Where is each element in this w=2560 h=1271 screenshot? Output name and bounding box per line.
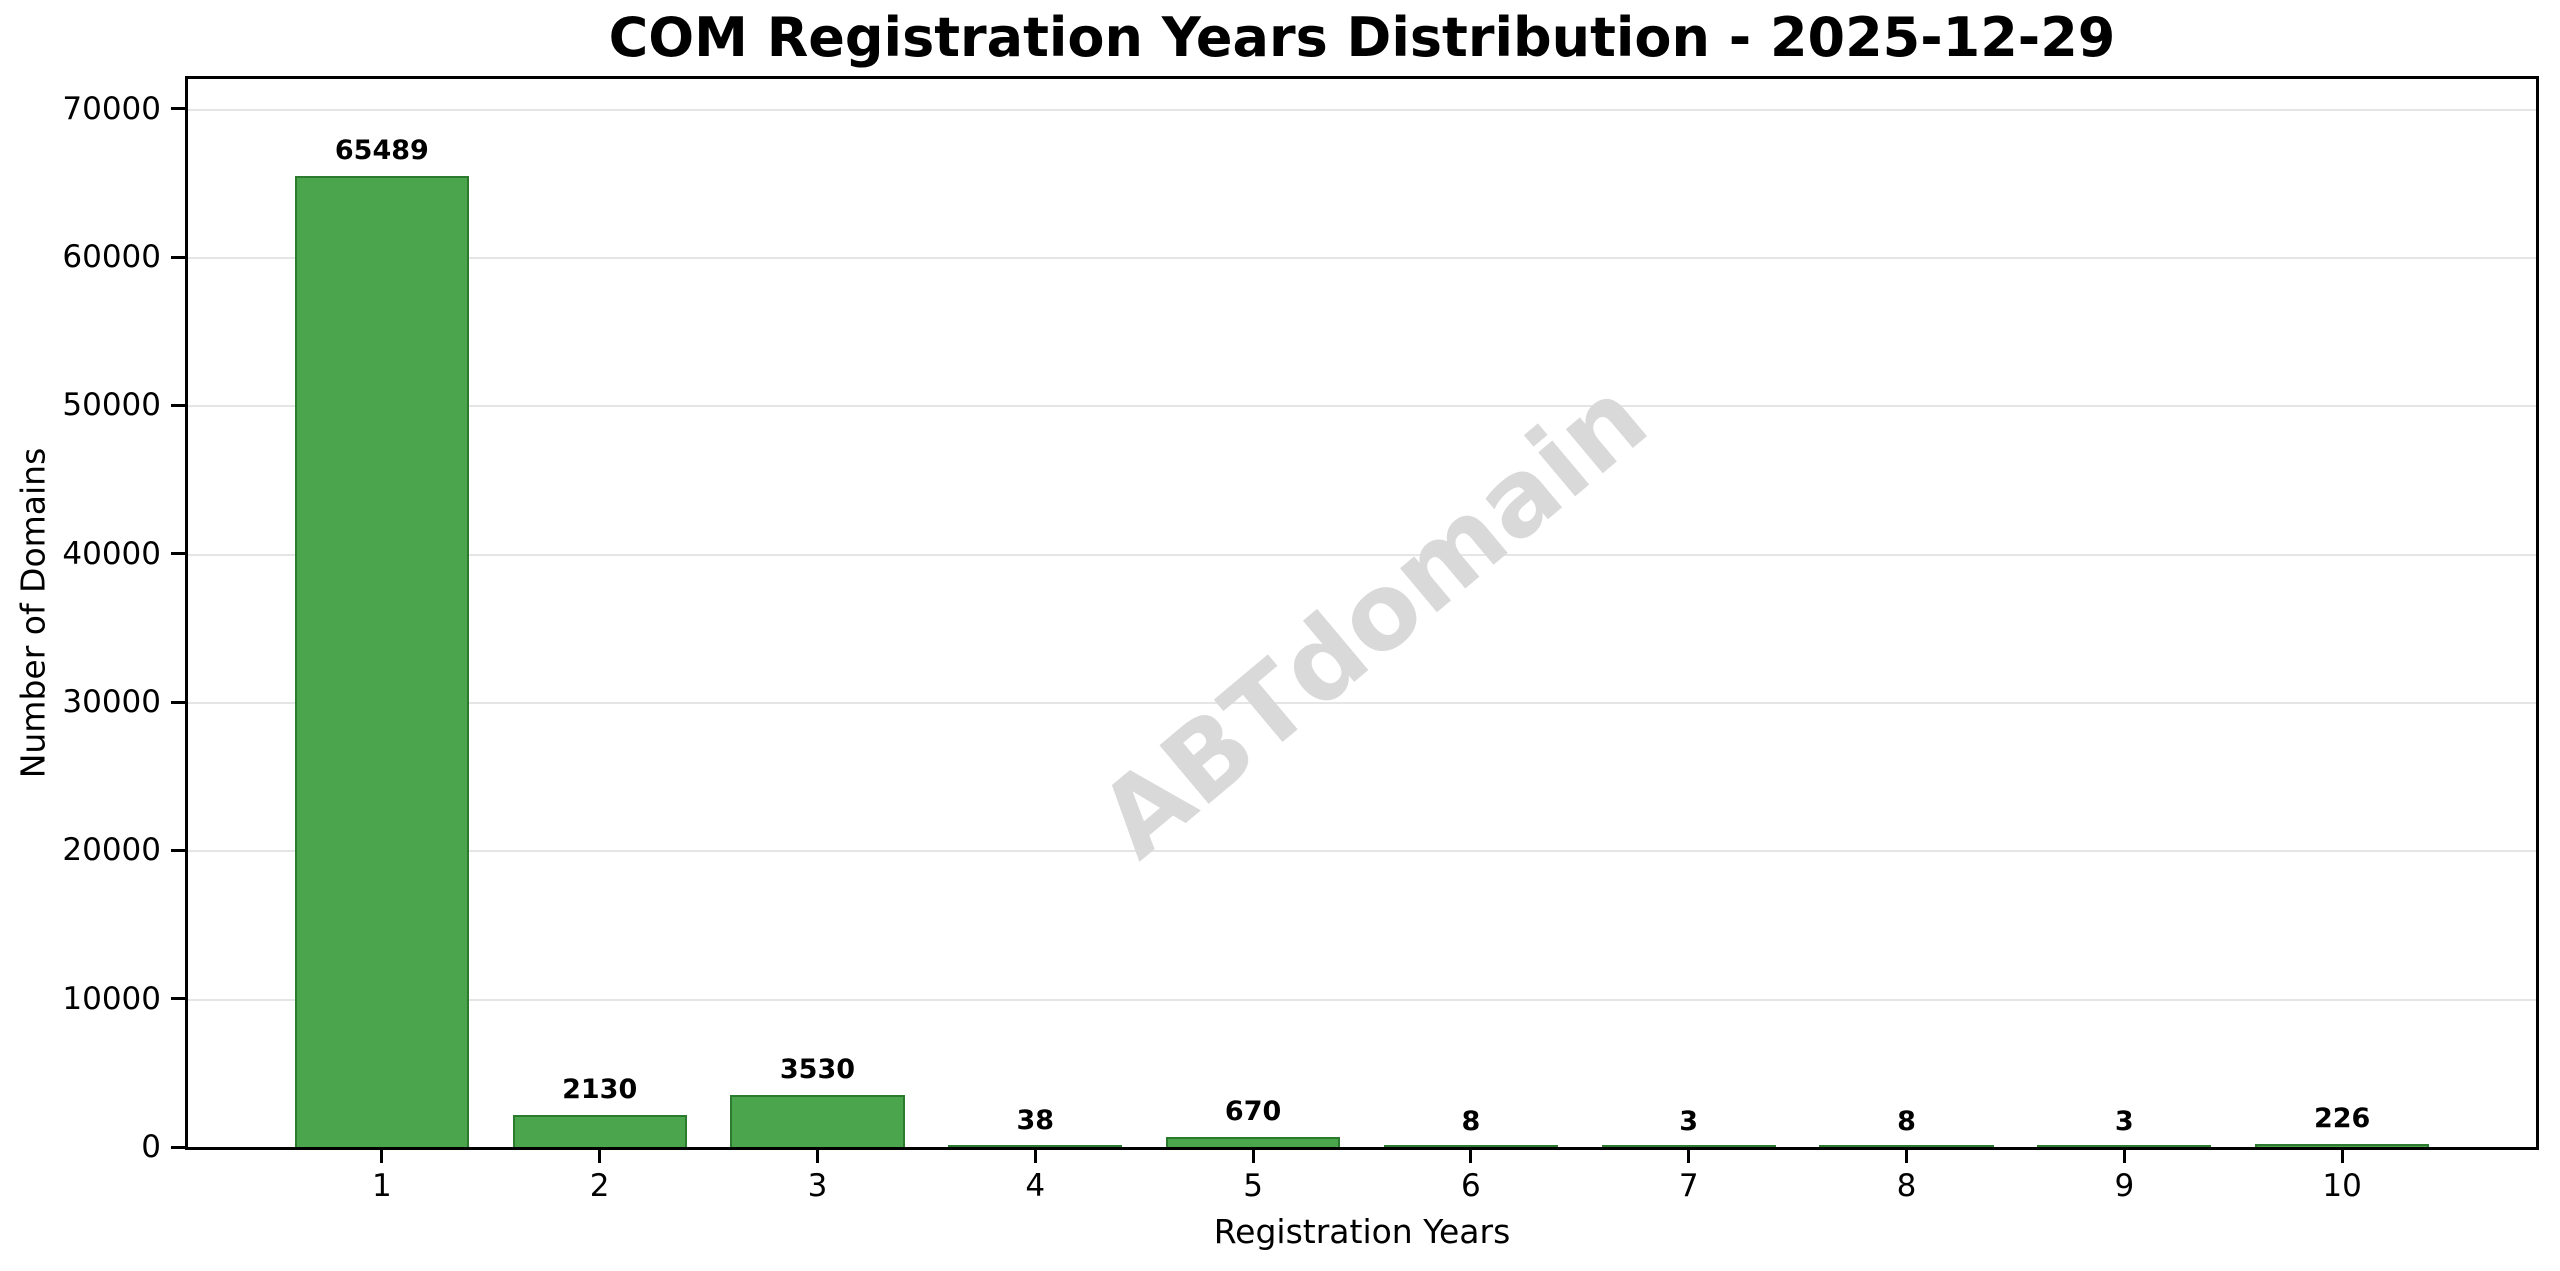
x-tick-mark-8 [1905,1150,1909,1163]
watermark-text: ABTdomain [1076,356,1670,882]
bar-year-5 [1165,1137,1341,1147]
y-gridline-40000 [188,553,2536,556]
bar-value-label-year-9: 3 [2114,1105,2134,1137]
x-tick-label-8: 8 [1896,1168,1917,1204]
y-gridline-70000 [188,108,2536,111]
y-tick-mark-70000 [171,107,185,111]
bar-value-label-year-1: 65489 [334,134,429,166]
bar-value-label-year-4: 38 [1016,1105,1055,1137]
bar-value-label-year-6: 8 [1461,1105,1481,1137]
bar-year-4 [948,1145,1123,1147]
bar-year-2 [512,1115,687,1147]
y-tick-label-0: 0 [141,1129,161,1165]
x-tick-label-10: 10 [2322,1168,2362,1204]
bar-value-label-year-8: 8 [1897,1105,1916,1137]
bar-value-label-year-5: 670 [1224,1096,1282,1128]
y-tick-label-60000: 60000 [62,239,161,275]
y-tick-mark-10000 [171,997,185,1001]
y-tick-label-10000: 10000 [62,980,161,1017]
x-tick-label-6: 6 [1461,1168,1481,1204]
x-tick-label-9: 9 [2114,1168,2135,1204]
x-tick-mark-3 [815,1150,819,1163]
bar-year-6 [1383,1145,1558,1147]
y-gridline-10000 [188,998,2536,1001]
bar-value-label-year-10: 226 [2313,1102,2371,1134]
x-tick-label-4: 4 [1025,1168,1046,1204]
x-tick-label-2: 2 [589,1168,610,1204]
x-tick-mark-2 [598,1150,602,1163]
x-tick-label-3: 3 [807,1168,828,1204]
x-tick-mark-6 [1469,1150,1473,1163]
bar-value-label-year-3: 3530 [779,1053,856,1085]
bar-year-9 [2037,1145,2212,1147]
x-tick-mark-4 [1033,1150,1037,1163]
y-tick-mark-40000 [171,552,185,556]
x-tick-mark-10 [2340,1150,2344,1163]
bar-year-1 [294,175,469,1147]
bar-value-label-year-2: 2130 [562,1074,638,1106]
x-tick-label-1: 1 [371,1168,392,1204]
x-tick-mark-1 [380,1150,384,1163]
y-tick-label-30000: 30000 [62,684,161,720]
y-tick-mark-50000 [171,403,185,407]
x-tick-label-5: 5 [1243,1168,1263,1204]
bar-year-10 [2255,1143,2430,1147]
plot-area: ABTdomain 65489 2130 3530 38 670 8 3 8 3 226 [185,76,2539,1150]
y-gridline-30000 [188,702,2536,704]
y-tick-label-20000: 20000 [62,832,161,869]
y-tick-mark-0 [171,1145,185,1149]
x-tick-mark-5 [1251,1150,1255,1163]
chart-title: COM Registration Years Distribution - 20… [608,6,2116,69]
x-axis-title: Registration Years [1213,1212,1511,1251]
bar-year-7 [1601,1145,1776,1147]
bar-year-8 [1819,1145,1994,1147]
y-tick-label-50000: 50000 [62,387,161,424]
bar-year-3 [730,1094,905,1147]
y-axis-title: Number of Domains [13,447,53,779]
y-gridline-60000 [188,257,2536,259]
y-gridline-20000 [188,850,2536,853]
y-tick-label-70000: 70000 [62,90,161,127]
y-tick-mark-30000 [171,700,185,704]
x-tick-label-7: 7 [1678,1168,1699,1204]
y-gridline-50000 [188,405,2536,408]
bar-value-label-year-7: 3 [1679,1105,1699,1137]
y-tick-mark-60000 [171,255,185,259]
y-tick-label-40000: 40000 [62,535,161,572]
x-tick-mark-7 [1687,1150,1691,1163]
y-tick-mark-20000 [171,848,185,852]
x-tick-mark-9 [2122,1150,2126,1163]
